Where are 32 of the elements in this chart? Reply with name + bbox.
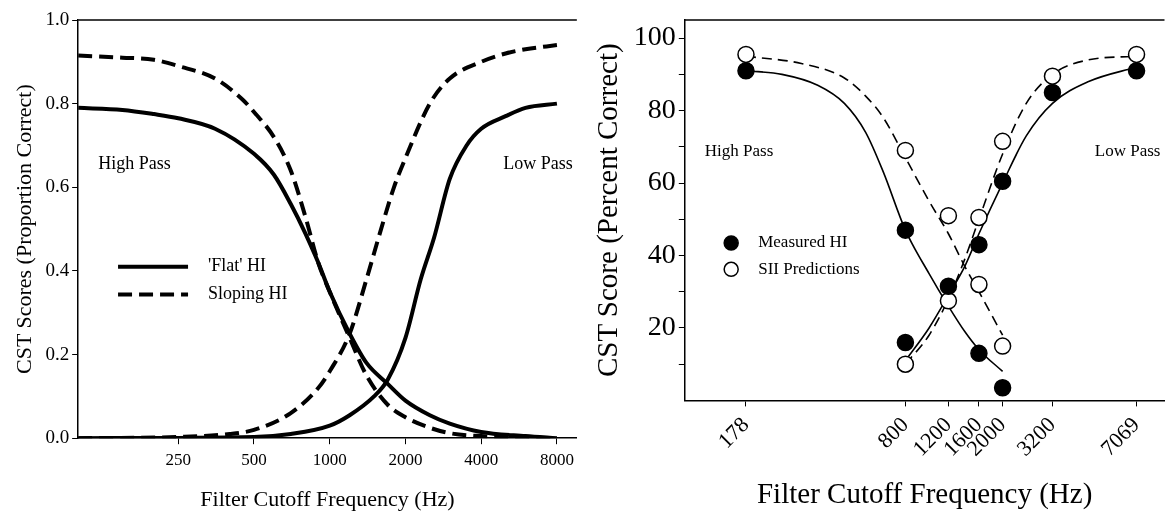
x-tick-label: 500 — [241, 449, 267, 469]
x-tick-label: 178 — [712, 411, 754, 453]
y-tick-label: 20 — [647, 310, 676, 342]
x-tick-label: 4000 — [464, 449, 499, 469]
y-tick-label: 100 — [633, 20, 676, 52]
y-tick-label: 0.0 — [45, 426, 70, 448]
x-tick-label: 8000 — [539, 449, 574, 469]
annotation: High Pass — [704, 140, 774, 160]
x-axis-title: Filter Cutoff Frequency (Hz) — [200, 485, 455, 511]
annotation: High Pass — [98, 153, 171, 174]
x-tick-label: 1000 — [312, 449, 347, 469]
y-tick-label: 1.0 — [45, 7, 70, 29]
y-tick-label: 60 — [647, 165, 676, 197]
legend-label: 'Flat' HI — [208, 255, 267, 276]
y-axis-title: CST Scores (Proportion Correct) — [10, 84, 36, 375]
x-axis-title: Filter Cutoff Frequency (Hz) — [756, 477, 1093, 511]
legend-label: Sloping HI — [208, 283, 288, 304]
y-tick-label: 40 — [647, 237, 676, 269]
legend-label: SII Predictions — [758, 258, 860, 278]
x-tick-label: 800 — [872, 411, 914, 453]
y-tick-label: 0.2 — [45, 342, 70, 364]
legend-label: Measured HI — [758, 232, 848, 252]
x-tick-label: 250 — [165, 449, 192, 469]
annotation: Low Pass — [503, 153, 573, 174]
x-tick-label: 7069 — [1095, 411, 1145, 461]
annotation: Low Pass — [1094, 140, 1161, 160]
y-tick-label: 0.6 — [45, 175, 70, 197]
y-tick-label: 80 — [647, 92, 676, 124]
y-tick-label: 0.4 — [45, 258, 70, 280]
y-axis-title: CST Score (Percent Correct) — [591, 43, 625, 378]
y-tick-label: 0.8 — [45, 91, 70, 113]
x-tick-label: 2000 — [388, 449, 423, 469]
